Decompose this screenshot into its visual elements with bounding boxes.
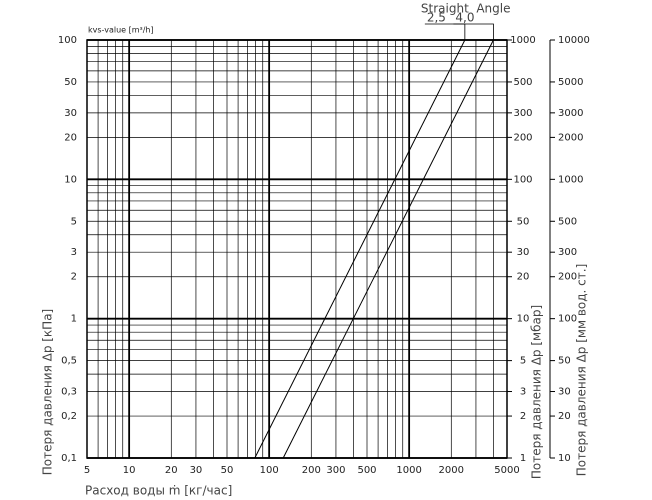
x-tick-label: 300 xyxy=(326,465,345,476)
y-tick-label: 0,2 xyxy=(61,411,77,422)
x-tick-label: 5 xyxy=(84,465,90,476)
y-tick-label: 30 xyxy=(64,108,77,119)
x-tick-label: 100 xyxy=(260,465,279,476)
series-line xyxy=(254,39,466,459)
y3-tick-label: 200 xyxy=(558,272,577,283)
corner-label: kvs-value [m³/h] xyxy=(88,26,154,35)
x-axis-title: Расход воды ṁ [кг/час] xyxy=(85,484,232,498)
y3-axis-title: Потеря давления Δp [мм вод. ст.] xyxy=(575,264,589,477)
y-tick-label: 3 xyxy=(71,247,77,258)
kvs-label: 4,0 xyxy=(455,11,474,25)
y-tick-label: 1 xyxy=(71,314,77,325)
x-tick-label: 20 xyxy=(165,465,178,476)
y-tick-label: 0,1 xyxy=(61,453,77,464)
x-tick-label: 30 xyxy=(190,465,203,476)
y-axis-title: Потеря давления Δp [кПа] xyxy=(41,309,55,475)
y2-tick-label: 1000 xyxy=(510,35,535,46)
y3-tick-label: 100 xyxy=(558,314,577,325)
leader-line xyxy=(424,23,466,40)
y-tick-label: 0,3 xyxy=(61,387,77,398)
y2-tick-label: 10 xyxy=(517,314,530,325)
y2-tick-label: 500 xyxy=(513,77,532,88)
x-tick-label: 50 xyxy=(221,465,234,476)
y2-axis-title: Потеря давления Δp [мбар] xyxy=(530,305,544,479)
x-tick-label: 500 xyxy=(357,465,376,476)
y-tick-label: 20 xyxy=(64,132,77,143)
y2-tick-label: 200 xyxy=(513,132,532,143)
x-tick-label: 1000 xyxy=(396,465,421,476)
leader-line xyxy=(453,23,494,40)
y3-tick-label: 1000 xyxy=(558,174,583,185)
kvs-label: 2,5 xyxy=(427,11,446,25)
y3-tick-label: 50 xyxy=(558,356,571,367)
y-tick-label: 50 xyxy=(64,77,77,88)
y3-tick-label: 500 xyxy=(558,216,577,227)
y3-tick-label: 5000 xyxy=(558,77,583,88)
y2-tick-label: 1 xyxy=(520,453,526,464)
y2-tick-label: 30 xyxy=(517,247,530,258)
x-tick-label: 200 xyxy=(302,465,321,476)
y-tick-label: 100 xyxy=(58,35,77,46)
x-tick-label: 10 xyxy=(123,465,136,476)
x-tick-label: 2000 xyxy=(439,465,464,476)
series-name: Angle xyxy=(476,2,510,16)
y3-tick-label: 10 xyxy=(558,453,571,464)
y3-tick-label: 20 xyxy=(558,411,571,422)
y3-tick-label: 2000 xyxy=(558,132,583,143)
y3-tick-label: 10000 xyxy=(558,35,590,46)
y-tick-label: 0,5 xyxy=(61,356,77,367)
y3-tick-label: 30 xyxy=(558,387,571,398)
plot-border xyxy=(86,39,508,459)
y-tick-label: 10 xyxy=(64,174,77,185)
y3-tick-label: 3000 xyxy=(558,108,583,119)
y2-tick-label: 20 xyxy=(517,272,530,283)
series-name: Straight xyxy=(421,2,469,16)
y3-tick-label: 300 xyxy=(558,247,577,258)
y2-tick-label: 300 xyxy=(513,108,532,119)
y2-tick-label: 100 xyxy=(513,174,532,185)
series-line xyxy=(282,39,494,459)
y2-tick-label: 50 xyxy=(517,216,530,227)
y2-tick-label: 2 xyxy=(520,411,526,422)
y-tick-label: 5 xyxy=(71,216,77,227)
y-tick-label: 2 xyxy=(71,272,77,283)
y2-tick-label: 5 xyxy=(520,356,526,367)
x-tick-label: 5000 xyxy=(494,465,519,476)
y2-tick-label: 3 xyxy=(520,387,526,398)
